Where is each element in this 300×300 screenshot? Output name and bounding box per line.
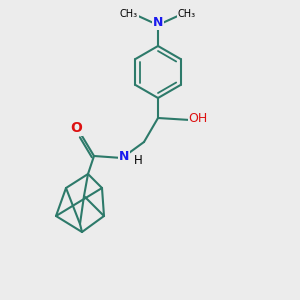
- Text: O: O: [70, 121, 82, 135]
- Text: N: N: [119, 151, 129, 164]
- Text: OH: OH: [188, 112, 208, 125]
- Text: CH₃: CH₃: [178, 9, 196, 19]
- Text: CH₃: CH₃: [120, 9, 138, 19]
- Text: N: N: [153, 16, 163, 29]
- Text: H: H: [134, 154, 142, 167]
